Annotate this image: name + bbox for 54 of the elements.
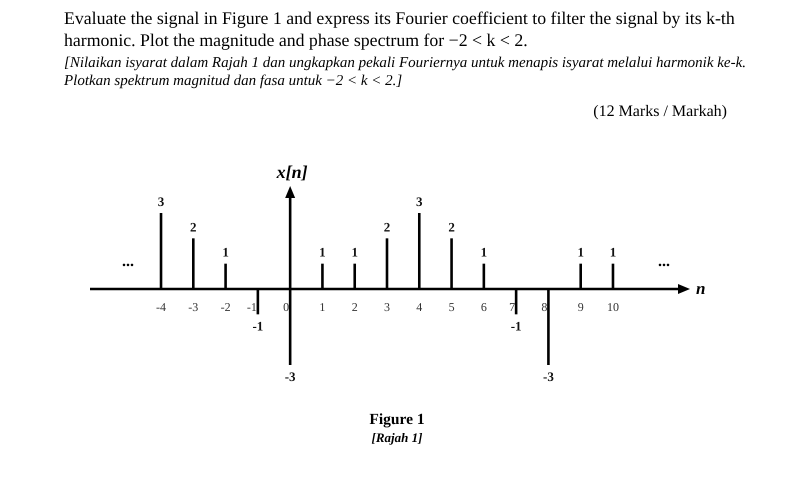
bar bbox=[256, 289, 260, 314]
text: [Rajah 1] bbox=[372, 430, 422, 445]
annotation: ... bbox=[658, 253, 670, 270]
y-axis-title: x[n] bbox=[276, 162, 308, 182]
x-tick-label: 7 bbox=[509, 300, 516, 314]
chart-subtitle: [Nilaikan isyarat dalam Rajah 1 dan ungkapkan pekali Fouriernya untuk menapis isyarat melalui harmonik ke-k. Plotkan spektrum magnitud dan fasa untuk −2 < k < 2.] bbox=[63, 55, 746, 89]
data-label: 3 bbox=[416, 194, 424, 209]
bar bbox=[288, 289, 292, 365]
x-axis-title: n bbox=[696, 279, 706, 298]
x-tick-label: 0 bbox=[283, 300, 290, 314]
x-tick-label: 4 bbox=[416, 300, 422, 314]
bar bbox=[547, 289, 550, 365]
bar bbox=[418, 213, 421, 289]
chart-title: Evaluate the signal in Figure 1 and express its Fourier coefficient to filter the signal by its k-th harmonic. Plot the magnitude and phase spectrum for −2 < k < 2. bbox=[64, 8, 735, 50]
data-label: 2 bbox=[448, 219, 455, 234]
x-tick-label: 2 bbox=[352, 300, 358, 314]
data-label: 1 bbox=[610, 244, 616, 260]
data-label: -1 bbox=[252, 318, 264, 334]
data-label: -3 bbox=[542, 369, 554, 384]
x-tick-label: -1 bbox=[246, 300, 257, 314]
data-label: 1 bbox=[577, 244, 584, 260]
data-label: 2 bbox=[384, 219, 390, 234]
bar bbox=[353, 264, 356, 289]
x-tick-label: 5 bbox=[448, 300, 455, 314]
bar bbox=[482, 264, 486, 289]
data-label: 1 bbox=[351, 244, 358, 260]
x-tick-label: 8 bbox=[541, 300, 548, 314]
data-label: 1 bbox=[480, 244, 488, 260]
bar bbox=[450, 238, 453, 289]
data-label: 1 bbox=[319, 244, 326, 260]
x-tick-label: -3 bbox=[188, 300, 198, 314]
x-tick-label: 10 bbox=[606, 300, 619, 314]
data-label: 1 bbox=[222, 244, 229, 260]
bar bbox=[514, 289, 518, 314]
x-tick-label: 6 bbox=[480, 300, 487, 314]
text: (12 Marks / Markah) bbox=[593, 103, 727, 120]
annotation: ... bbox=[122, 253, 134, 270]
bar bbox=[224, 264, 227, 289]
bar bbox=[160, 213, 162, 289]
x-tick-label: -2 bbox=[220, 300, 231, 314]
x-tick-label: 1 bbox=[319, 300, 326, 314]
bar bbox=[321, 264, 324, 289]
caption: Figure 1 bbox=[369, 411, 425, 428]
data-label: 3 bbox=[158, 194, 165, 209]
data-label: 2 bbox=[190, 219, 197, 234]
x-tick-label: -4 bbox=[156, 300, 166, 314]
x-tick-label: 3 bbox=[384, 300, 390, 314]
data-label: -3 bbox=[284, 369, 296, 384]
data-label: -1 bbox=[510, 318, 522, 334]
bar bbox=[192, 238, 195, 289]
bar bbox=[386, 238, 388, 289]
x-tick-label: 9 bbox=[578, 300, 584, 314]
bar bbox=[612, 264, 614, 289]
bar bbox=[579, 264, 582, 289]
